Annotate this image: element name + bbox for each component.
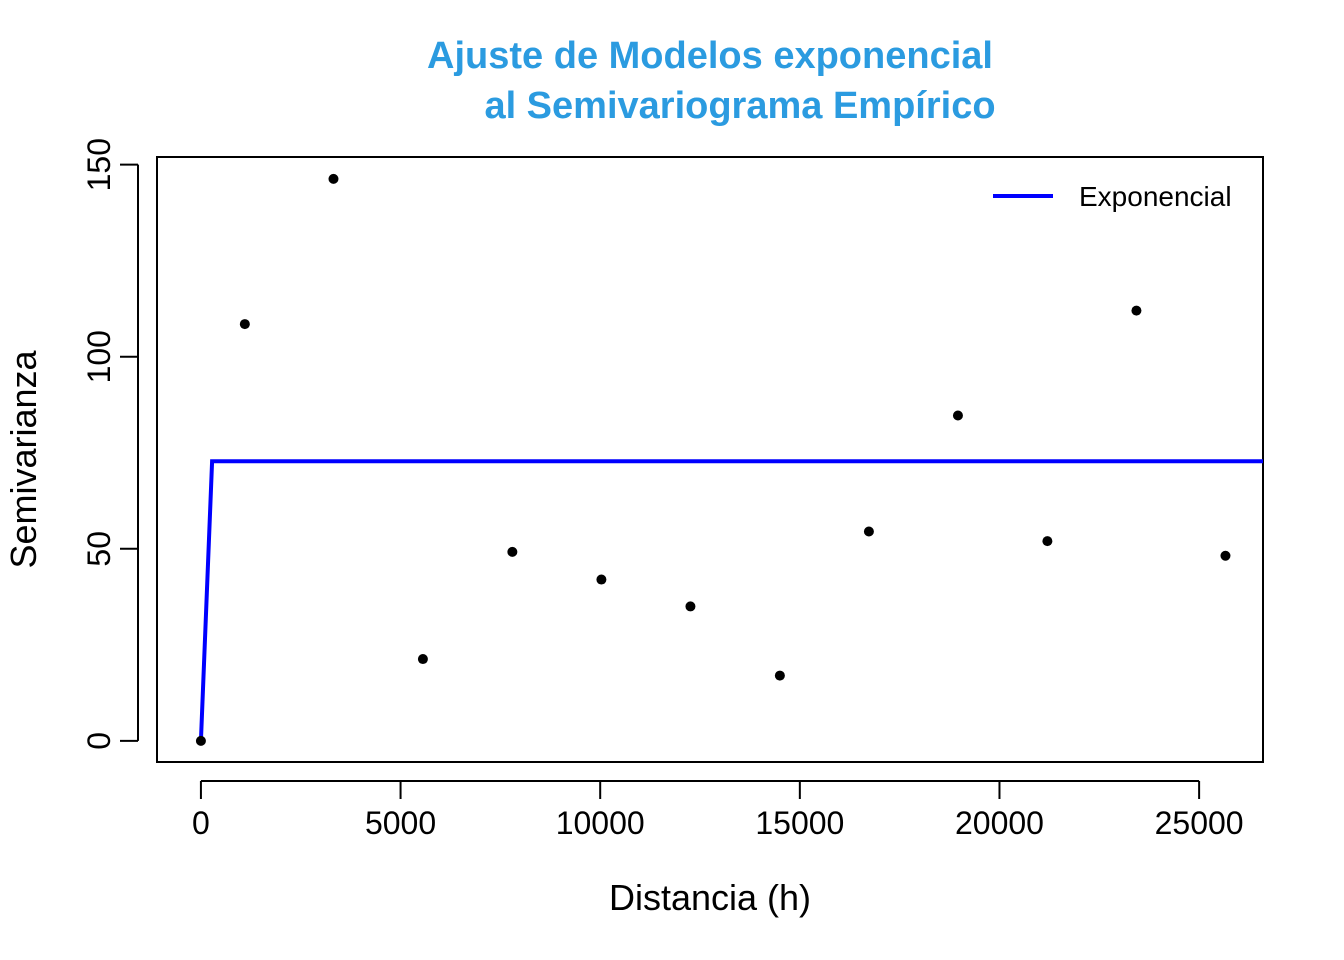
- data-point: [863, 526, 874, 537]
- x-tick-label: 25000: [1155, 805, 1244, 841]
- chart-title-line-2: al Semivariograma Empírico: [484, 85, 995, 127]
- legend: Exponencial: [993, 181, 1232, 212]
- y-tick-label: 100: [81, 330, 117, 383]
- data-point: [1131, 305, 1142, 316]
- data-point: [328, 173, 339, 184]
- data-point: [195, 735, 206, 746]
- series-layer: [198, 459, 1263, 741]
- x-axis-label: Distancia (h): [609, 877, 811, 918]
- data-point: [1220, 550, 1231, 561]
- y-tick-label: 150: [81, 138, 117, 191]
- data-point: [417, 654, 428, 665]
- x-tick-label: 20000: [955, 805, 1044, 841]
- data-point: [774, 670, 785, 681]
- x-tick-label: 0: [192, 805, 210, 841]
- x-tick-label: 5000: [365, 805, 436, 841]
- y-tick-label: 50: [81, 531, 117, 567]
- x-tick-label: 15000: [755, 805, 844, 841]
- chart-title-line-1: Ajuste de Modelos exponencial: [427, 35, 993, 77]
- points-layer: [195, 173, 1231, 746]
- data-point: [507, 546, 518, 557]
- y-axis: 0 50 100 150: [81, 138, 139, 750]
- legend-label: Exponencial: [1079, 181, 1232, 212]
- x-axis: 0 5000 10000 15000 20000 25000: [192, 780, 1244, 841]
- x-tick-label: 10000: [556, 805, 645, 841]
- data-point: [685, 601, 696, 612]
- data-point: [1042, 536, 1053, 547]
- data-point: [952, 410, 963, 421]
- series-line-exponencial: [198, 459, 1263, 741]
- data-point: [596, 574, 607, 585]
- y-tick-label: 0: [81, 732, 117, 750]
- data-point: [239, 319, 250, 330]
- y-axis-label: Semivarianza: [3, 349, 44, 568]
- chart-title: Ajuste de Modelos exponencial al Semivari…: [427, 35, 996, 127]
